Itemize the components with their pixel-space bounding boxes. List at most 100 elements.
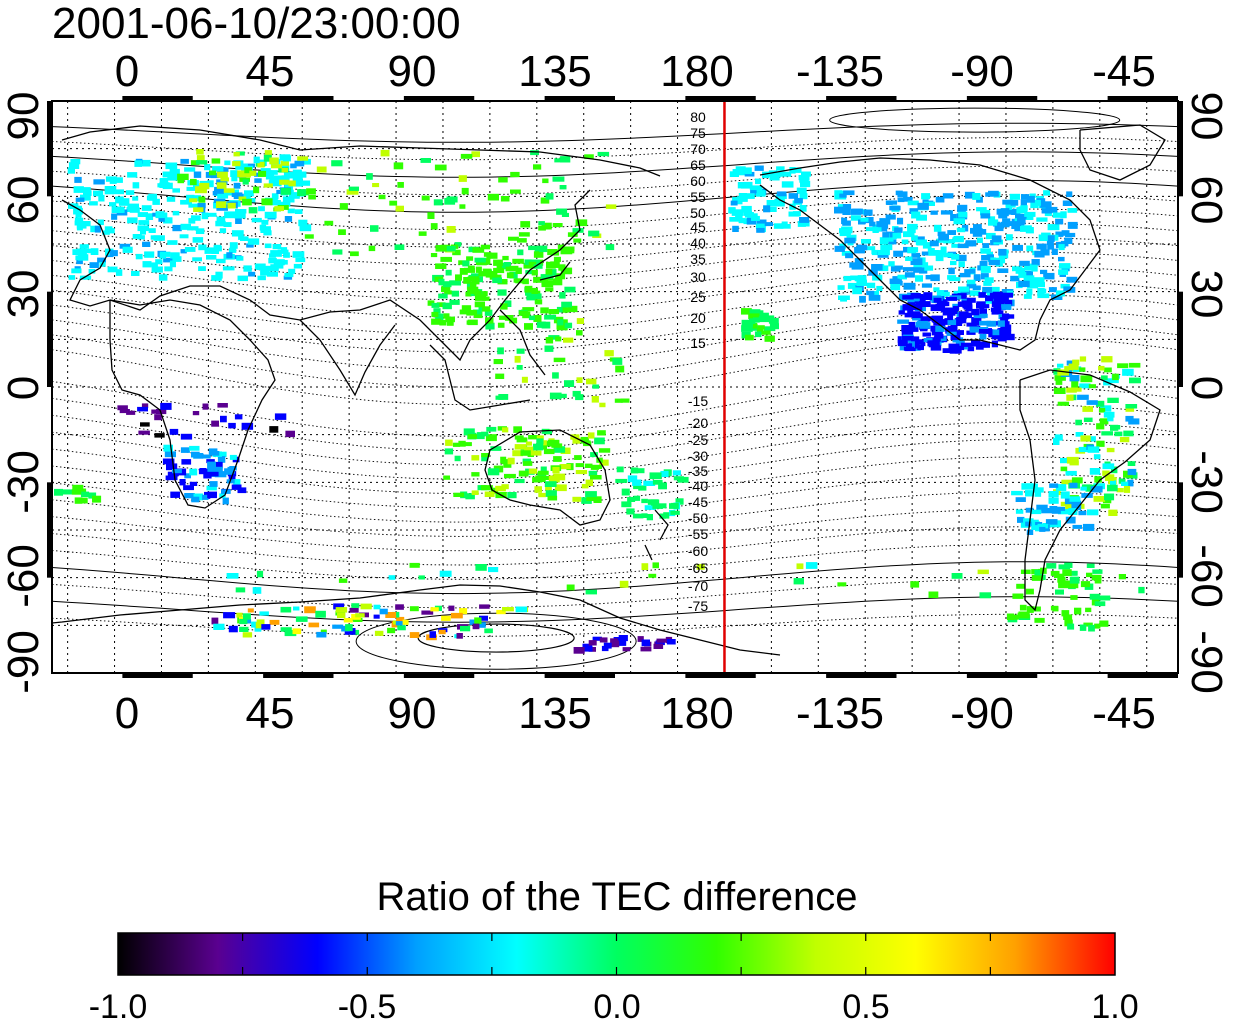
- tec-pixel: [534, 299, 543, 305]
- tec-pixel: [235, 163, 245, 170]
- tec-pixel: [585, 479, 593, 486]
- tec-pixel: [564, 286, 576, 293]
- tec-pixel: [503, 463, 512, 468]
- tec-pixel: [127, 172, 138, 178]
- tec-pixel: [154, 433, 165, 438]
- tec-pixel: [228, 247, 237, 253]
- tec-pixel: [989, 292, 1001, 299]
- magnetic-contour: [52, 491, 1178, 537]
- tec-pixel: [427, 212, 435, 219]
- tec-pixel: [1102, 497, 1112, 504]
- tec-pixel: [397, 182, 404, 188]
- tec-pixel: [587, 432, 595, 439]
- tec-pixel: [378, 194, 386, 200]
- tec-pixel: [1065, 504, 1073, 512]
- tec-pixel: [794, 198, 803, 204]
- tec-pixel: [137, 406, 148, 412]
- tec-pixel: [517, 238, 527, 243]
- tec-pixel: [387, 627, 396, 634]
- tec-pixel: [211, 420, 219, 427]
- tec-pixel: [1025, 521, 1032, 527]
- tec-pixel: [78, 221, 91, 227]
- tec-pixel: [93, 179, 105, 185]
- tec-pixel: [972, 193, 981, 200]
- left-lat-label-60: 60: [0, 176, 48, 225]
- tec-pixel: [560, 156, 571, 163]
- tec-pixel: [1015, 509, 1024, 514]
- tec-pixel: [1026, 606, 1034, 613]
- tec-pixel: [293, 606, 300, 611]
- tec-pixel: [1012, 593, 1024, 599]
- tec-pixel: [535, 475, 546, 482]
- tec-pixel: [280, 160, 289, 166]
- tec-pixel: [986, 320, 997, 327]
- tec-pixel: [236, 151, 245, 156]
- left-lat-label-0: 0: [0, 376, 48, 400]
- frame-tick-top: [966, 96, 1038, 101]
- tec-pixel: [187, 226, 199, 231]
- tec-pixel: [544, 481, 557, 487]
- tec-pixel: [746, 193, 755, 199]
- tec-pixel: [487, 468, 500, 476]
- tec-pixel: [198, 244, 207, 251]
- tec-pixel: [979, 304, 990, 309]
- tec-pixel: [388, 575, 396, 580]
- tec-pixel: [561, 319, 568, 325]
- tec-pixel: [1046, 206, 1058, 213]
- tec-pixel: [950, 307, 958, 314]
- tec-pixel: [915, 239, 927, 245]
- tec-pixel: [552, 372, 559, 379]
- tec-pixel: [188, 218, 196, 224]
- tec-pixel: [427, 300, 435, 306]
- tec-pixel: [901, 330, 914, 336]
- tec-pixel: [150, 235, 161, 240]
- tec-pixel: [888, 261, 895, 267]
- tec-pixel: [333, 603, 345, 610]
- tec-pixel: [663, 512, 670, 519]
- tec-pixel: [461, 305, 472, 311]
- tec-pixel: [1096, 440, 1105, 447]
- tec-pixel: [481, 453, 490, 458]
- tec-pixel: [878, 265, 889, 272]
- tec-pixel: [952, 237, 964, 242]
- tec-pixel: [474, 257, 486, 263]
- tec-pixel: [520, 221, 531, 228]
- tec-pixel: [500, 456, 507, 464]
- tec-pixel: [1056, 290, 1065, 297]
- tec-pixel: [1086, 563, 1095, 568]
- tec-pixel: [979, 308, 987, 315]
- tec-pixel: [514, 478, 525, 484]
- tec-pixel: [922, 242, 932, 249]
- tec-pixel: [260, 226, 271, 233]
- tec-pixel: [122, 198, 130, 205]
- tec-pixel: [1066, 276, 1078, 283]
- tec-pixel: [878, 226, 888, 232]
- tec-pixel: [207, 471, 219, 477]
- contour-label: -55: [688, 526, 708, 542]
- tec-pixel: [440, 244, 451, 249]
- tec-pixel: [852, 287, 862, 295]
- tec-pixel: [876, 221, 887, 227]
- tec-pixel: [956, 330, 964, 335]
- tec-pixel: [544, 429, 552, 435]
- tec-pixel: [979, 320, 991, 326]
- tec-pixel: [243, 195, 251, 201]
- tec-pixel: [332, 624, 344, 629]
- tec-pixel: [473, 622, 486, 628]
- tec-pixel: [195, 186, 207, 194]
- tec-pixel: [479, 615, 488, 621]
- tec-pixel: [191, 496, 200, 503]
- tec-pixel: [184, 493, 195, 499]
- tec-pixel: [145, 213, 154, 220]
- top-longitude-labels: 0 45 90 135 180 -135 -90 -45: [115, 47, 1156, 96]
- tec-pixel: [324, 220, 334, 226]
- tec-pixel: [1051, 248, 1058, 255]
- tec-pixel: [239, 626, 249, 632]
- tec-pixel: [189, 445, 200, 451]
- tec-pixel: [604, 350, 614, 357]
- tec-pixel: [652, 479, 663, 485]
- tec-pixel: [504, 300, 512, 307]
- tec-pixel: [971, 340, 981, 347]
- tec-pixel: [1053, 387, 1066, 394]
- tec-pixel: [556, 306, 567, 313]
